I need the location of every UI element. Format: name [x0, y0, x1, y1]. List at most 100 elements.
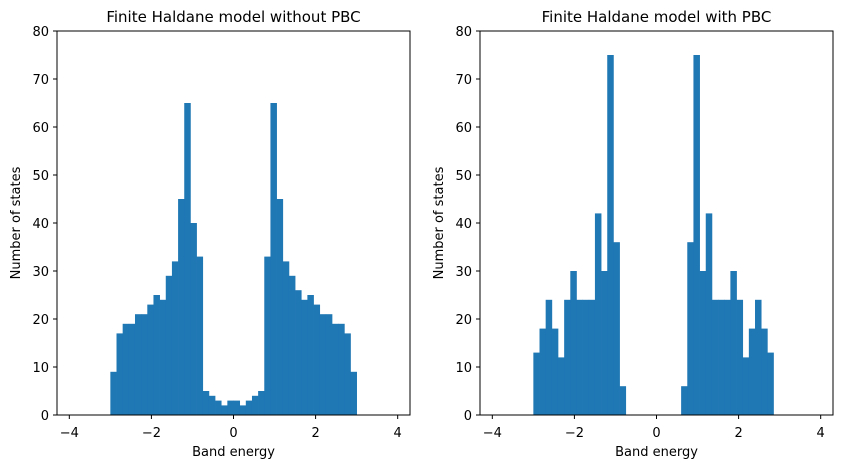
- histogram-bar: [582, 299, 590, 415]
- histogram-bar: [153, 295, 160, 415]
- y-tick-label: 70: [455, 73, 472, 88]
- histogram-bar: [533, 352, 540, 415]
- y-tick-label: 70: [32, 73, 49, 88]
- y-tick-label: 10: [455, 361, 472, 376]
- y-axis-label: Number of states: [432, 166, 447, 279]
- histogram-bar: [276, 199, 284, 415]
- histogram-bar: [245, 400, 253, 415]
- histogram-bar: [699, 271, 707, 415]
- histogram-bar: [221, 405, 228, 415]
- x-tick-label: 4: [394, 426, 402, 441]
- y-tick-label: 30: [32, 265, 49, 280]
- histogram-bar: [159, 299, 167, 415]
- y-tick-label: 50: [32, 169, 49, 184]
- y-tick-label: 60: [32, 121, 49, 136]
- histogram-bar: [693, 55, 700, 415]
- histogram-bar: [239, 405, 247, 415]
- histogram-bar: [128, 323, 136, 415]
- histogram-bar: [687, 242, 694, 415]
- histogram-bar: [134, 314, 142, 415]
- axes-frame: [479, 30, 834, 416]
- histogram-bar: [319, 314, 327, 415]
- y-tick-label: 10: [32, 361, 49, 376]
- y-tick-label: 80: [455, 25, 472, 40]
- histogram-bar: [116, 333, 124, 415]
- histogram-bar: [110, 371, 117, 415]
- histogram-bar: [184, 103, 191, 415]
- histogram-bar: [295, 290, 302, 415]
- y-tick-label: 40: [455, 217, 472, 232]
- histogram-bar: [736, 299, 744, 415]
- histogram-bar: [767, 352, 774, 415]
- histogram-bar: [264, 256, 271, 415]
- x-tick-label: 2: [311, 426, 319, 441]
- histogram-bar: [227, 400, 234, 415]
- histogram-bar: [730, 271, 737, 415]
- y-tick-label: 40: [32, 217, 49, 232]
- histogram-bar: [594, 213, 602, 415]
- histogram-bar: [705, 213, 713, 415]
- histogram-bar: [742, 357, 750, 415]
- histogram-bar: [190, 223, 197, 415]
- x-tick-label: −2: [565, 426, 584, 441]
- chart-title: Finite Haldane model without PBC: [106, 8, 360, 26]
- histogram-bar: [282, 261, 290, 415]
- x-axis-label: Band energy: [615, 445, 698, 460]
- histogram-bar: [332, 323, 339, 415]
- histogram-bar: [601, 271, 608, 415]
- histogram-bar: [338, 323, 345, 415]
- histogram-bar: [122, 323, 130, 415]
- histogram-bar: [619, 386, 627, 415]
- histogram-bar: [258, 391, 265, 415]
- histogram-bar: [178, 199, 185, 415]
- histogram-bar: [147, 304, 154, 415]
- y-tick-label: 20: [455, 313, 472, 328]
- histogram-bar: [613, 242, 620, 415]
- histogram-bar: [576, 299, 583, 415]
- y-tick-label: 50: [455, 169, 472, 184]
- x-tick-label: −4: [60, 426, 79, 441]
- y-tick-label: 60: [455, 121, 472, 136]
- histogram-bar: [724, 299, 731, 415]
- histogram-bar: [141, 314, 148, 415]
- histogram-bar: [270, 103, 277, 415]
- histogram-bar: [196, 256, 204, 415]
- histogram-bar: [755, 299, 762, 415]
- y-tick-label: 0: [41, 409, 49, 424]
- histogram-bar: [607, 55, 614, 415]
- x-tick-label: 0: [229, 426, 237, 441]
- histogram-bar: [681, 386, 688, 415]
- x-axis-label: Band energy: [192, 445, 275, 460]
- y-axis-label: Number of states: [9, 166, 24, 279]
- y-tick-label: 80: [32, 25, 49, 40]
- histogram-bar: [761, 328, 768, 415]
- histogram-bar: [208, 395, 216, 415]
- chart-title: Finite Haldane model with PBC: [542, 8, 772, 26]
- histogram-bar: [301, 299, 308, 415]
- histogram-bar: [748, 328, 756, 415]
- histogram-bar: [288, 275, 296, 415]
- histogram-bar: [171, 261, 179, 415]
- histogram-bar: [539, 328, 547, 415]
- histogram-bar: [711, 299, 719, 415]
- histogram-bar: [325, 314, 333, 415]
- x-tick-label: −4: [483, 426, 502, 441]
- x-tick-label: −2: [142, 426, 161, 441]
- histogram-bar: [718, 299, 725, 415]
- histogram-bar: [344, 333, 351, 415]
- x-tick-label: 4: [817, 426, 825, 441]
- histogram-bar: [588, 299, 596, 415]
- histogram-bar: [251, 395, 259, 415]
- histogram-bar: [307, 295, 314, 415]
- x-tick-label: 2: [734, 426, 742, 441]
- histogram-bar: [557, 357, 565, 415]
- histogram-bar: [350, 371, 357, 415]
- y-tick-label: 0: [464, 409, 472, 424]
- y-tick-label: 20: [32, 313, 49, 328]
- histogram-bar: [313, 304, 321, 415]
- histogram-bar: [215, 400, 222, 415]
- histogram-bar: [545, 299, 553, 415]
